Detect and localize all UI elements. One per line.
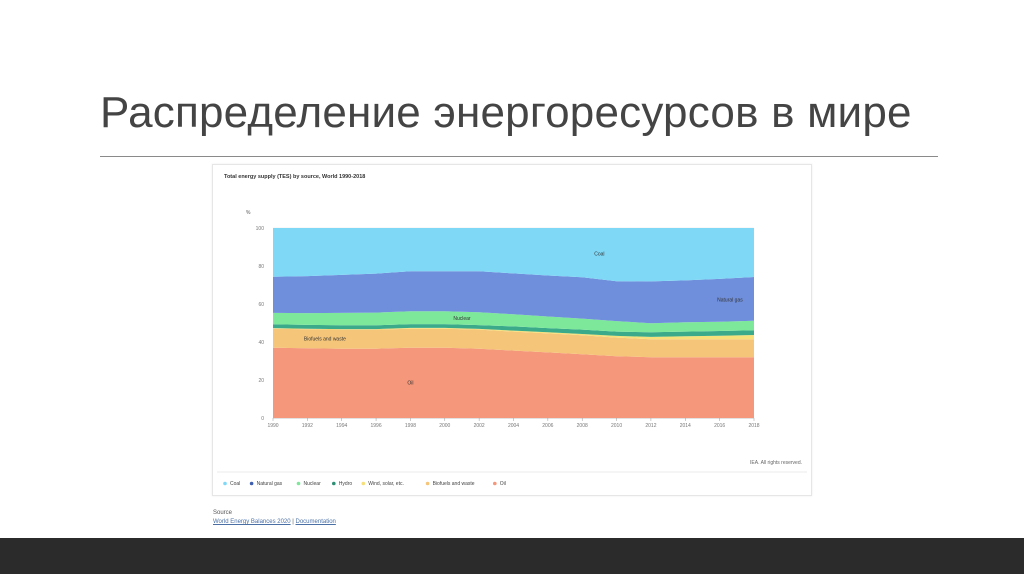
source-links: World Energy Balances 2020 | Documentati…: [213, 518, 336, 527]
series-labels: Oil Biofuels and waste Nuclear Natural gas C…: [304, 251, 743, 386]
y-tick-label: 80: [258, 264, 264, 270]
x-tick-label: 2018: [748, 423, 759, 429]
series-areas: [273, 228, 754, 418]
x-tick-label: 2016: [714, 423, 725, 429]
series-area-coal: [273, 228, 754, 282]
series-area-nuclear: [273, 311, 754, 333]
legend-item-label: Hydro: [339, 481, 353, 487]
legend-swatch: [425, 481, 430, 486]
x-ticks: 1990 1992 1994 1996 1998 2000 2002 2004 2006 2008…: [267, 418, 760, 429]
series-area-natural-gas: [273, 271, 754, 324]
series-label: Coal: [594, 251, 604, 257]
source-block: Source World Energy Balances 2020 | Docu…: [213, 509, 336, 527]
y-tick-label: 60: [258, 302, 264, 308]
x-tick-label: 2004: [508, 423, 519, 429]
legend-swatch: [493, 481, 497, 486]
series-area-hydro: [273, 324, 754, 337]
y-tick-label: 20: [258, 378, 264, 384]
slide-title: Распределение энергоресурсов в мире: [100, 88, 912, 137]
series-label: Biofuels and waste: [304, 337, 346, 343]
chart-card: Total energy supply (TES) by source, Wor…: [212, 164, 812, 496]
legend-swatch: [296, 481, 301, 486]
title-divider: [100, 156, 938, 157]
y-tick-label: 0: [261, 416, 264, 422]
chart-title: Total energy supply (TES) by source, Wor…: [224, 174, 365, 180]
source-separator: |: [290, 519, 296, 525]
series-area-oil: [273, 347, 754, 418]
legend-item-label: Nuclear: [304, 481, 322, 487]
series-label: Natural gas: [717, 298, 743, 304]
x-tick-label: 2000: [439, 423, 450, 429]
world-energy-balances-link[interactable]: World Energy Balances 2020: [213, 519, 291, 525]
y-axis-label: %: [246, 210, 251, 216]
stacked-area-chart: Total energy supply (TES) by source, Wor…: [217, 174, 807, 487]
x-tick-label: 1998: [405, 423, 416, 429]
series-area-wind-solar-etc: [273, 327, 754, 340]
documentation-link[interactable]: Documentation: [295, 519, 336, 525]
x-tick-label: 2002: [474, 423, 485, 429]
legend-item-label: Wind, solar, etc.: [368, 481, 404, 487]
footer-bar: [0, 538, 1024, 574]
series-label: Oil: [407, 381, 413, 387]
copyright-note: IEA. All rights reserved.: [750, 460, 802, 466]
y-tick-label: 100: [256, 226, 265, 232]
x-tick-label: 1992: [302, 423, 313, 429]
legend-item-label: Natural gas: [257, 481, 283, 487]
series-area-biofuels-and-waste: [273, 328, 754, 358]
legend-swatch: [361, 481, 366, 486]
x-tick-label: 2012: [645, 423, 656, 429]
legend-swatch: [223, 481, 227, 486]
y-tick-label: 40: [258, 340, 264, 346]
x-tick-label: 2014: [680, 423, 691, 429]
series-label: Nuclear: [453, 316, 471, 322]
source-label: Source: [213, 510, 233, 516]
y-ticks: 0 20 40 60 80 100: [256, 226, 265, 422]
legend-item-label: Oil: [500, 481, 506, 487]
legend: Coal Natural gas Nuclear Hydro Wind, solar, …: [223, 481, 506, 487]
x-tick-label: 1996: [371, 423, 382, 429]
x-tick-label: 2008: [577, 423, 588, 429]
x-tick-label: 2006: [542, 423, 553, 429]
x-tick-label: 2010: [611, 423, 622, 429]
legend-swatch: [332, 481, 336, 486]
legend-swatch: [249, 481, 254, 486]
x-tick-label: 1994: [336, 423, 347, 429]
x-tick-label: 1990: [267, 423, 278, 429]
legend-item-label: Biofuels and waste: [433, 481, 475, 487]
legend-item-label: Coal: [230, 481, 240, 487]
